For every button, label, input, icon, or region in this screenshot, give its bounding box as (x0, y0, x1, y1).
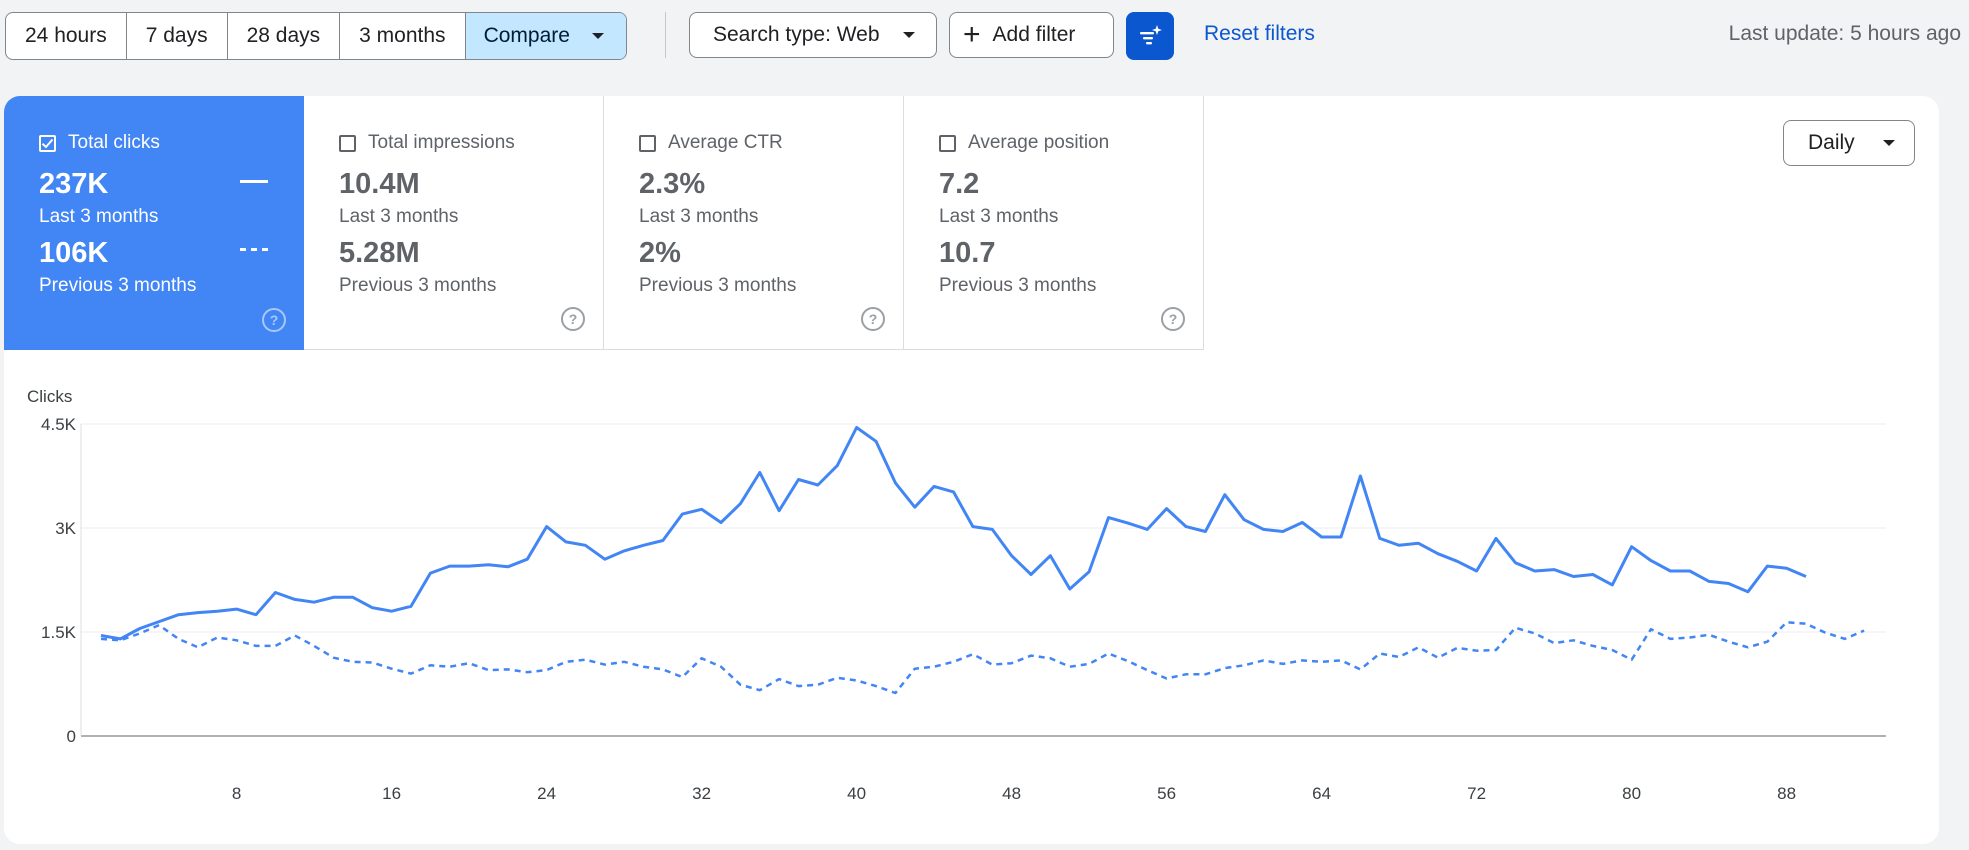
x-tick-label: 64 (1312, 784, 1331, 803)
total-impressions-previous-value: 5.28M (339, 237, 420, 269)
y-axis-label: Clicks (27, 387, 72, 406)
total-impressions-header: Total impressions (339, 132, 515, 154)
average-ctr-previous-period: Previous 3 months (639, 275, 797, 296)
x-tick-label: 40 (847, 784, 866, 803)
total-clicks-current-value: 237K (39, 168, 109, 200)
previous-period-series-line (100, 621, 1865, 695)
reset-filters-link[interactable]: Reset filters (1204, 22, 1315, 45)
average-position-previous-period: Previous 3 months (939, 275, 1097, 296)
filter-sparkle-icon (1140, 25, 1162, 45)
chevron-down-icon (1882, 140, 1895, 146)
range-7-days-button[interactable]: 7 days (127, 13, 228, 59)
y-tick-label: 1.5K (41, 623, 77, 642)
performance-card: Total clicks 237K Last 3 months 106K Pre… (4, 96, 1939, 844)
total-impressions-current-period: Last 3 months (339, 206, 459, 227)
last-update-text: Last update: 5 hours ago (1728, 22, 1961, 45)
compare-button[interactable]: Compare (465, 13, 626, 59)
x-tick-label: 8 (232, 784, 241, 803)
total-clicks-label: Total clicks (68, 132, 160, 153)
total-clicks-previous-value: 106K (39, 237, 109, 269)
compare-label: Compare (483, 24, 570, 47)
dashed-line-legend-icon (240, 248, 268, 251)
range-24-hours-button[interactable]: 24 hours (6, 13, 127, 59)
x-tick-label: 32 (692, 784, 711, 803)
metric-tile-total-impressions[interactable]: Total impressions 10.4M Last 3 months 5.… (304, 96, 604, 350)
metric-tile-average-position[interactable]: Average position 7.2 Last 3 months 10.7 … (904, 96, 1204, 350)
average-position-label: Average position (968, 132, 1110, 153)
current-period-series-line (100, 426, 1807, 641)
average-position-previous-value: 10.7 (939, 237, 996, 269)
checkbox-unchecked[interactable] (639, 134, 656, 152)
total-clicks-previous-period: Previous 3 months (39, 275, 197, 296)
x-tick-label: 24 (537, 784, 556, 803)
x-tick-label: 48 (1002, 784, 1021, 803)
checkbox-unchecked[interactable] (939, 134, 956, 152)
average-ctr-previous-value: 2% (639, 237, 681, 269)
x-tick-label: 80 (1622, 784, 1641, 803)
search-type-label: Search type: Web (713, 23, 880, 46)
x-tick-label: 16 (382, 784, 401, 803)
total-impressions-label: Total impressions (368, 132, 515, 153)
metric-tile-total-clicks[interactable]: Total clicks 237K Last 3 months 106K Pre… (4, 96, 304, 350)
search-type-button[interactable]: Search type: Web (689, 12, 937, 58)
average-ctr-current-value: 2.3% (639, 168, 706, 200)
y-tick-label: 4.5K (41, 415, 77, 434)
help-icon[interactable]: ? (1161, 307, 1185, 331)
date-range-selector: 24 hours 7 days 28 days 3 months Compare (5, 12, 627, 60)
checkmark-icon (41, 138, 54, 148)
add-filter-button[interactable]: + Add filter (949, 12, 1114, 58)
average-position-current-period: Last 3 months (939, 206, 1059, 227)
metric-tile-average-ctr[interactable]: Average CTR 2.3% Last 3 months 2% Previo… (604, 96, 904, 350)
filter-suggestions-button[interactable] (1126, 12, 1174, 60)
y-tick-label: 0 (67, 727, 76, 746)
average-ctr-header: Average CTR (639, 132, 783, 154)
average-position-header: Average position (939, 132, 1109, 154)
checkbox-checked[interactable] (39, 134, 56, 152)
average-ctr-current-period: Last 3 months (639, 206, 759, 227)
chevron-down-icon (902, 32, 915, 38)
toolbar: 24 hours 7 days 28 days 3 months Compare… (0, 0, 1969, 72)
range-28-days-button[interactable]: 28 days (228, 13, 341, 59)
add-filter-label: Add filter (992, 23, 1076, 46)
clicks-chart: Clicks 0 1.5K 3K 4.5K 8 16 24 32 40 48 56 64 72 80 88 (27, 387, 1886, 803)
x-tick-label: 56 (1157, 784, 1176, 803)
plus-icon: + (963, 18, 981, 51)
total-impressions-previous-period: Previous 3 months (339, 275, 497, 296)
help-icon[interactable]: ? (561, 307, 585, 331)
help-icon[interactable]: ? (861, 307, 885, 331)
granularity-dropdown[interactable]: Daily (1783, 120, 1915, 166)
average-ctr-label: Average CTR (668, 132, 783, 153)
x-tick-label: 88 (1777, 784, 1796, 803)
toolbar-divider (665, 12, 666, 58)
x-tick-label: 72 (1467, 784, 1486, 803)
chevron-down-icon (591, 33, 604, 39)
average-position-current-value: 7.2 (939, 168, 980, 200)
total-impressions-current-value: 10.4M (339, 168, 420, 200)
total-clicks-header: Total clicks (39, 132, 160, 154)
solid-line-legend-icon (240, 180, 268, 183)
help-icon[interactable]: ? (262, 308, 286, 332)
granularity-label: Daily (1808, 131, 1855, 154)
y-tick-label: 3K (55, 519, 76, 538)
range-3-months-button[interactable]: 3 months (340, 13, 466, 59)
checkbox-unchecked[interactable] (339, 134, 356, 152)
total-clicks-current-period: Last 3 months (39, 206, 159, 227)
